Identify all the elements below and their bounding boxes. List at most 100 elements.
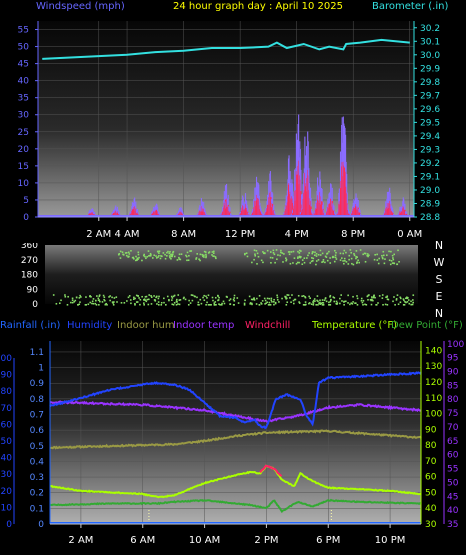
direction-point — [213, 303, 216, 306]
direction-point — [280, 249, 282, 252]
direction-point — [203, 299, 206, 302]
direction-point — [341, 300, 343, 302]
direction-point — [169, 250, 171, 253]
direction-point — [91, 300, 94, 303]
humidity-axis-label: 40 — [1, 454, 13, 464]
direction-point — [286, 294, 289, 296]
direction-point — [288, 251, 291, 253]
plot-background — [38, 21, 414, 217]
direction-point — [362, 304, 364, 306]
direction-point — [290, 251, 293, 253]
direction-point — [311, 252, 314, 255]
direction-point — [135, 301, 138, 303]
direction-point — [177, 294, 180, 296]
indoor-temp-axis-label: 45 — [447, 492, 458, 502]
humidity-temperature-chart: 0 0.1 0.2 0.3 0.4 0.5 0.6 0.7 0.8 0.9 1 1.1 0 10 20 30 4… — [0, 340, 464, 546]
humidity-axis-label: 70 — [1, 404, 13, 414]
humidity-axis-label: 50 — [1, 437, 13, 447]
direction-point — [328, 304, 330, 306]
direction-point — [146, 298, 149, 301]
direction-point — [166, 295, 169, 298]
direction-point — [90, 295, 92, 298]
direction-point — [276, 296, 279, 299]
direction-point — [339, 252, 342, 255]
direction-point — [133, 296, 135, 299]
rain-axis-label: 1.1 — [30, 348, 44, 358]
direction-axis-label: 90 — [27, 285, 39, 295]
temp-axis-label: 90 — [425, 425, 437, 435]
direction-point — [330, 299, 332, 301]
direction-point — [384, 303, 387, 306]
graph-title: 24 hour graph day : April 10 2025 — [173, 1, 343, 12]
direction-point — [159, 257, 162, 260]
direction-point — [204, 251, 207, 253]
direction-point — [298, 261, 300, 264]
direction-point — [179, 258, 182, 261]
direction-point — [229, 298, 232, 300]
left-axis-label: 55 — [18, 26, 29, 36]
direction-point — [248, 295, 251, 298]
direction-point — [322, 304, 325, 306]
rain-axis-label: 0.1 — [30, 504, 44, 514]
direction-point — [208, 251, 211, 253]
direction-point — [350, 251, 353, 254]
direction-point — [382, 257, 384, 260]
direction-point — [309, 262, 312, 264]
direction-point — [232, 304, 235, 306]
direction-point — [352, 263, 355, 266]
direction-point — [158, 252, 160, 254]
direction-point — [70, 301, 72, 304]
direction-point — [308, 302, 310, 305]
rain-axis-label: 0.7 — [30, 411, 44, 421]
direction-point — [251, 303, 253, 306]
direction-point — [273, 298, 275, 301]
direction-point — [197, 303, 199, 306]
direction-point — [310, 260, 313, 263]
direction-point — [163, 301, 165, 304]
direction-point — [285, 258, 288, 261]
direction-point — [218, 296, 220, 299]
direction-point — [331, 256, 334, 259]
direction-point — [237, 302, 240, 304]
direction-point — [98, 295, 101, 298]
direction-point — [249, 303, 251, 305]
direction-point — [203, 250, 206, 253]
left-axis-label: 10 — [18, 179, 30, 189]
direction-point — [207, 294, 210, 297]
direction-point — [310, 303, 313, 305]
direction-point — [172, 250, 175, 253]
direction-point — [139, 298, 142, 301]
direction-point — [319, 303, 321, 305]
plot-background — [45, 245, 418, 304]
temp-axis-label: 80 — [425, 441, 437, 451]
direction-point — [406, 301, 409, 303]
direction-point — [405, 297, 407, 300]
direction-point — [302, 304, 305, 306]
temp-axis-label: 140 — [425, 346, 442, 356]
right-axis-label: 29.7 — [420, 91, 440, 101]
x-axis-label: 2 AM — [68, 535, 93, 546]
direction-point — [289, 262, 292, 265]
direction-point — [187, 304, 190, 306]
direction-point — [359, 249, 362, 251]
direction-point — [136, 301, 139, 303]
direction-point — [284, 296, 287, 298]
direction-point — [203, 254, 205, 257]
direction-point — [150, 296, 153, 299]
direction-point — [321, 261, 323, 263]
direction-point — [365, 304, 368, 306]
indoor-temp-axis-label: 100 — [447, 340, 464, 350]
direction-point — [215, 303, 217, 306]
direction-point — [125, 254, 128, 257]
direction-point — [302, 295, 305, 297]
direction-point — [113, 297, 116, 299]
direction-point — [154, 300, 157, 302]
direction-point — [404, 301, 406, 303]
indoor-temp-axis-label: 65 — [447, 437, 458, 447]
direction-point — [87, 303, 90, 306]
direction-point — [329, 300, 332, 303]
direction-point — [254, 254, 257, 257]
direction-point — [155, 296, 157, 299]
left-axis-label: 0 — [23, 213, 29, 223]
direction-point — [356, 295, 358, 297]
